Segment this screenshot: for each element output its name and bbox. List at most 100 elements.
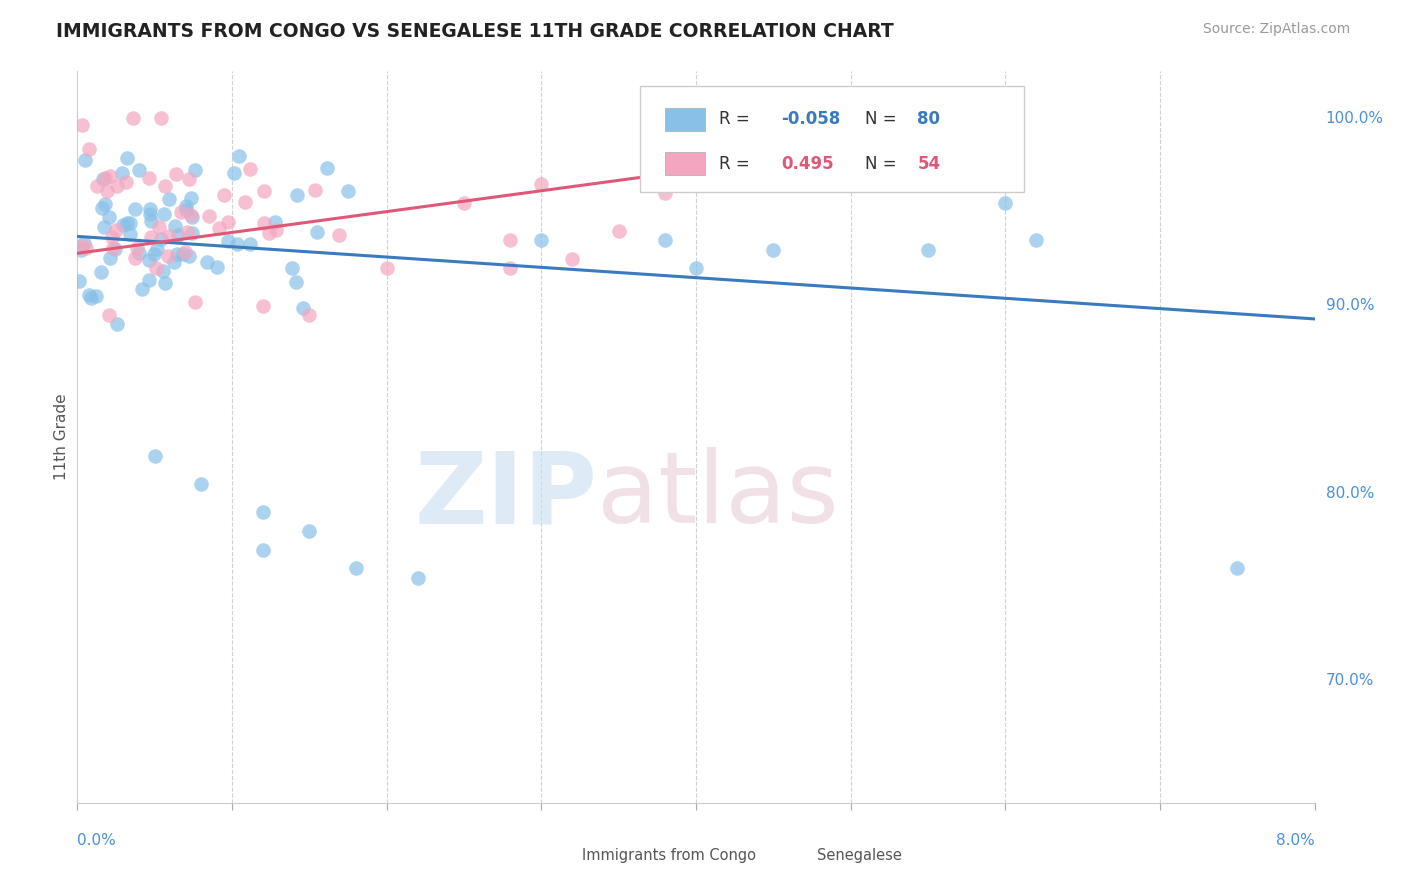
Point <box>70 243 93 257</box>
Point <box>93 219 115 234</box>
Point <box>111 166 134 180</box>
Point <box>138 253 160 268</box>
Text: R =: R = <box>720 111 755 128</box>
Point <box>252 505 274 519</box>
Point <box>150 232 173 246</box>
Point <box>97 211 120 225</box>
Point <box>304 183 326 197</box>
Text: Senegalese: Senegalese <box>817 848 903 863</box>
Point <box>917 243 939 257</box>
Point <box>103 241 125 255</box>
Text: R =: R = <box>720 154 755 173</box>
Point <box>316 161 339 176</box>
Point <box>685 261 707 276</box>
Point <box>222 166 245 180</box>
Point <box>114 175 136 189</box>
FancyBboxPatch shape <box>776 847 811 865</box>
Point <box>167 228 190 243</box>
Point <box>253 184 276 198</box>
Point <box>98 169 121 183</box>
Point <box>174 203 197 218</box>
Point <box>139 229 162 244</box>
Point <box>90 202 112 216</box>
Point <box>124 202 146 216</box>
Text: IMMIGRANTS FROM CONGO VS SENEGALESE 11TH GRADE CORRELATION CHART: IMMIGRANTS FROM CONGO VS SENEGALESE 11TH… <box>56 22 894 41</box>
Text: 80: 80 <box>918 111 941 128</box>
Point <box>281 260 304 275</box>
Point <box>298 308 321 322</box>
Point <box>285 188 308 202</box>
Point <box>174 199 197 213</box>
Point <box>105 222 128 236</box>
Point <box>131 282 153 296</box>
Point <box>184 162 207 177</box>
Point <box>266 223 288 237</box>
Point <box>530 233 553 247</box>
Text: 54: 54 <box>918 154 941 173</box>
Point <box>67 274 90 288</box>
Point <box>762 243 785 257</box>
Point <box>118 216 141 230</box>
Point <box>406 571 429 585</box>
Point <box>155 179 177 194</box>
Point <box>157 229 180 244</box>
Point <box>654 233 676 247</box>
Text: N =: N = <box>866 111 903 128</box>
Text: 0.0%: 0.0% <box>77 833 117 848</box>
Point <box>205 260 228 274</box>
FancyBboxPatch shape <box>665 152 704 176</box>
Point <box>91 172 114 186</box>
Point <box>96 184 118 198</box>
Point <box>375 261 398 276</box>
Point <box>239 161 262 176</box>
Point <box>298 524 321 538</box>
Text: 0.495: 0.495 <box>782 154 834 173</box>
Point <box>180 208 202 222</box>
Point <box>84 289 107 303</box>
Text: 80.0%: 80.0% <box>1326 486 1374 500</box>
Point <box>195 255 218 269</box>
Point <box>257 226 280 240</box>
Point <box>228 149 250 163</box>
Point <box>128 163 150 178</box>
Point <box>90 265 112 279</box>
Text: 70.0%: 70.0% <box>1326 673 1374 689</box>
Point <box>138 170 160 185</box>
Point <box>499 261 522 276</box>
Point <box>285 275 308 289</box>
Point <box>79 291 101 305</box>
Point <box>530 177 553 191</box>
Point <box>98 308 121 322</box>
FancyBboxPatch shape <box>640 86 1024 192</box>
Point <box>654 186 676 201</box>
Point <box>328 227 350 242</box>
Point <box>253 216 276 230</box>
Point <box>184 295 207 310</box>
Point <box>139 213 162 227</box>
Point <box>139 207 162 221</box>
Point <box>225 236 247 251</box>
Point <box>344 561 367 575</box>
Point <box>100 252 122 266</box>
Point <box>86 178 108 193</box>
Point <box>239 236 262 251</box>
Point <box>125 241 148 255</box>
Point <box>139 202 162 217</box>
Point <box>166 247 188 261</box>
Point <box>177 171 200 186</box>
Point <box>153 277 176 291</box>
Point <box>263 215 285 229</box>
Point <box>94 171 117 186</box>
Point <box>77 142 100 156</box>
Point <box>70 239 93 253</box>
Point <box>198 209 221 223</box>
Point <box>233 195 256 210</box>
Point <box>143 449 166 463</box>
FancyBboxPatch shape <box>541 847 576 865</box>
Point <box>75 241 97 255</box>
Text: 90.0%: 90.0% <box>1326 298 1374 313</box>
FancyBboxPatch shape <box>665 108 704 131</box>
Point <box>190 477 212 491</box>
Point <box>173 245 195 260</box>
Point <box>150 112 173 126</box>
